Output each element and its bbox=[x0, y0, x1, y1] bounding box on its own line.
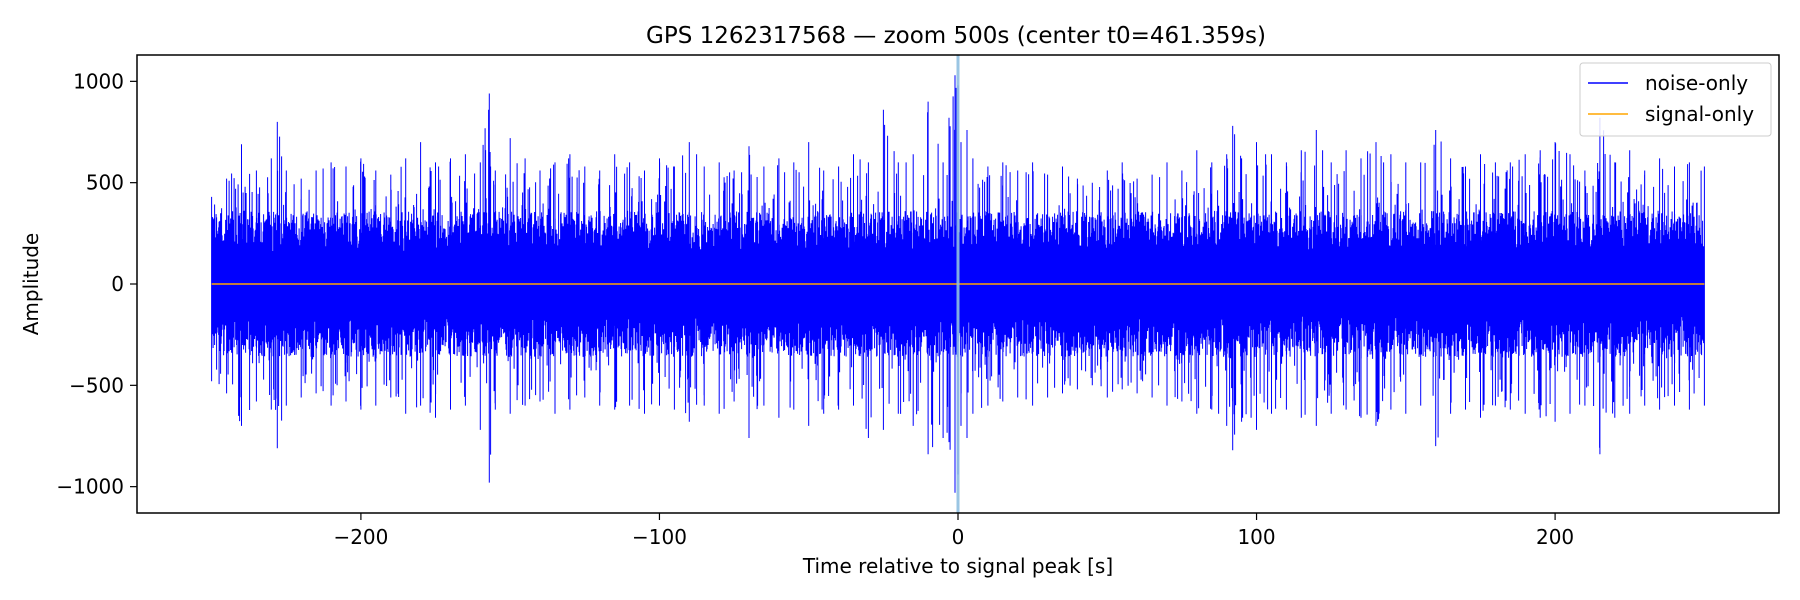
x-tick-label: −100 bbox=[632, 525, 687, 549]
y-tick-label: 1000 bbox=[73, 69, 124, 93]
x-tick-label: 200 bbox=[1536, 525, 1574, 549]
noise-only-series-line bbox=[211, 75, 1705, 493]
x-tick-label: −200 bbox=[333, 525, 388, 549]
x-tick-label: 100 bbox=[1237, 525, 1275, 549]
x-axis: −200 −100 0 100 200 bbox=[333, 513, 1574, 549]
y-tick-label: 500 bbox=[86, 171, 124, 195]
legend-noise-only-label: noise-only bbox=[1645, 71, 1748, 95]
noise-only-series bbox=[211, 75, 1705, 493]
y-axis: 1000 500 0 −500 −1000 bbox=[56, 69, 137, 499]
chart-title: GPS 1262317568 — zoom 500s (center t0=46… bbox=[646, 23, 1266, 49]
legend-box bbox=[1579, 62, 1772, 137]
y-tick-label: −500 bbox=[69, 373, 124, 397]
x-axis-label: Time relative to signal peak [s] bbox=[802, 554, 1113, 578]
y-tick-label: 0 bbox=[111, 272, 124, 296]
x-tick-label: 0 bbox=[952, 525, 965, 549]
y-axis-label: Amplitude bbox=[19, 233, 43, 336]
legend-signal-only-label: signal-only bbox=[1645, 102, 1754, 126]
legend: noise-only signal-only bbox=[1579, 62, 1772, 137]
y-tick-label: −1000 bbox=[56, 475, 124, 499]
